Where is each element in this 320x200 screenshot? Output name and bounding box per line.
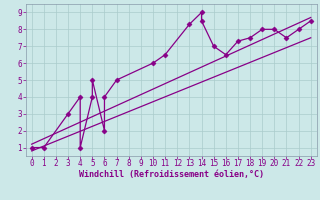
X-axis label: Windchill (Refroidissement éolien,°C): Windchill (Refroidissement éolien,°C) [79, 170, 264, 179]
